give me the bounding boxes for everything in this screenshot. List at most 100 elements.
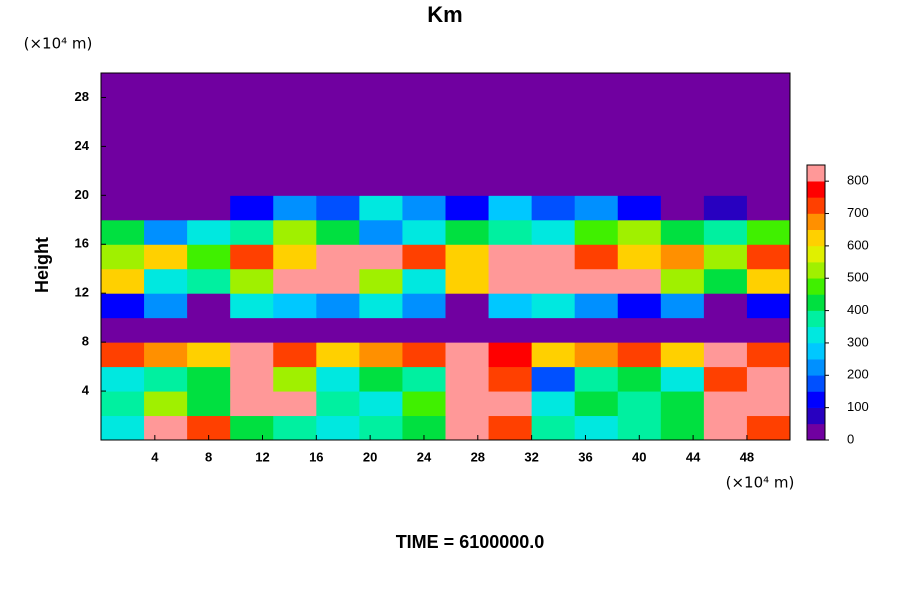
cell — [402, 293, 446, 319]
cell — [746, 121, 791, 147]
cell — [359, 195, 403, 221]
cell — [531, 195, 576, 221]
cell — [187, 293, 231, 319]
cell — [746, 391, 791, 417]
cell — [101, 391, 145, 417]
cell — [187, 121, 231, 147]
cell — [445, 121, 490, 147]
cell — [574, 97, 619, 123]
cell — [273, 73, 317, 98]
cell — [273, 244, 317, 270]
cell — [746, 170, 791, 196]
cell — [144, 391, 188, 417]
cell — [617, 97, 662, 123]
cell — [316, 146, 360, 172]
cell — [230, 97, 274, 123]
cell — [574, 244, 619, 270]
cell — [316, 195, 360, 221]
colorbar-block — [807, 245, 825, 263]
cell — [187, 366, 231, 392]
y-tick-label: 12 — [75, 285, 89, 300]
cell — [660, 293, 705, 319]
y-tick-label: 24 — [75, 138, 90, 153]
colorbar-tick-label: 200 — [847, 367, 869, 382]
x-tick-label: 28 — [471, 449, 485, 464]
cell — [316, 391, 360, 417]
cell — [703, 268, 748, 294]
cell — [703, 293, 748, 319]
colorbar-block — [807, 229, 825, 247]
colorbar-block — [807, 262, 825, 279]
colorbar-block — [807, 213, 825, 231]
y-tick-label: 8 — [82, 334, 89, 349]
cell — [316, 268, 360, 294]
colorbar-tick-label: 300 — [847, 334, 869, 349]
colorbar-tick-label: 400 — [847, 302, 869, 317]
cell — [660, 170, 705, 196]
cell — [144, 73, 188, 98]
cell — [703, 219, 748, 245]
cell — [273, 342, 317, 368]
cell — [316, 293, 360, 319]
cell — [359, 170, 403, 196]
x-tick-label: 40 — [632, 449, 646, 464]
cell — [101, 366, 145, 392]
cell — [316, 97, 360, 123]
cell — [402, 73, 446, 98]
cell — [101, 121, 145, 147]
x-tick-label: 44 — [686, 449, 701, 464]
cell — [230, 366, 274, 392]
chart-title: Km — [427, 2, 462, 27]
cell — [273, 415, 317, 441]
cell — [101, 97, 145, 123]
cell — [617, 219, 662, 245]
cell — [230, 415, 274, 441]
cell — [746, 415, 791, 441]
cell — [101, 219, 145, 245]
cell — [402, 219, 446, 245]
cell — [144, 146, 188, 172]
cell — [746, 317, 791, 343]
cell — [273, 317, 317, 343]
cell — [445, 366, 490, 392]
cell — [230, 146, 274, 172]
cell — [402, 391, 446, 417]
cell — [660, 73, 705, 98]
cell — [531, 342, 576, 368]
cell — [402, 170, 446, 196]
cell — [230, 170, 274, 196]
cell — [531, 293, 576, 319]
cell — [359, 268, 403, 294]
cell — [316, 73, 360, 98]
cell — [703, 317, 748, 343]
cell — [101, 73, 145, 98]
cell — [660, 195, 705, 221]
cell — [746, 219, 791, 245]
plot-frame — [100, 72, 791, 441]
cell — [531, 121, 576, 147]
cell — [359, 366, 403, 392]
colorbar-block — [807, 165, 825, 182]
cell — [488, 73, 533, 98]
cell — [445, 391, 490, 417]
cell — [273, 170, 317, 196]
cell — [273, 268, 317, 294]
cell — [359, 121, 403, 147]
y-tick-label: 28 — [75, 89, 89, 104]
cell — [703, 244, 748, 270]
cell — [101, 170, 145, 196]
cell — [703, 170, 748, 196]
colorbar-block — [807, 278, 825, 295]
y-tick-label: 20 — [75, 187, 89, 202]
cell — [445, 342, 490, 368]
cell — [617, 391, 662, 417]
cell — [531, 415, 576, 441]
colorbar-tick-label: 500 — [847, 270, 869, 285]
x-tick-label: 48 — [740, 449, 754, 464]
cell — [316, 366, 360, 392]
cell — [445, 73, 490, 98]
cell — [187, 219, 231, 245]
cell — [660, 366, 705, 392]
colorbar-tick-label: 0 — [847, 431, 854, 446]
cell — [144, 317, 188, 343]
